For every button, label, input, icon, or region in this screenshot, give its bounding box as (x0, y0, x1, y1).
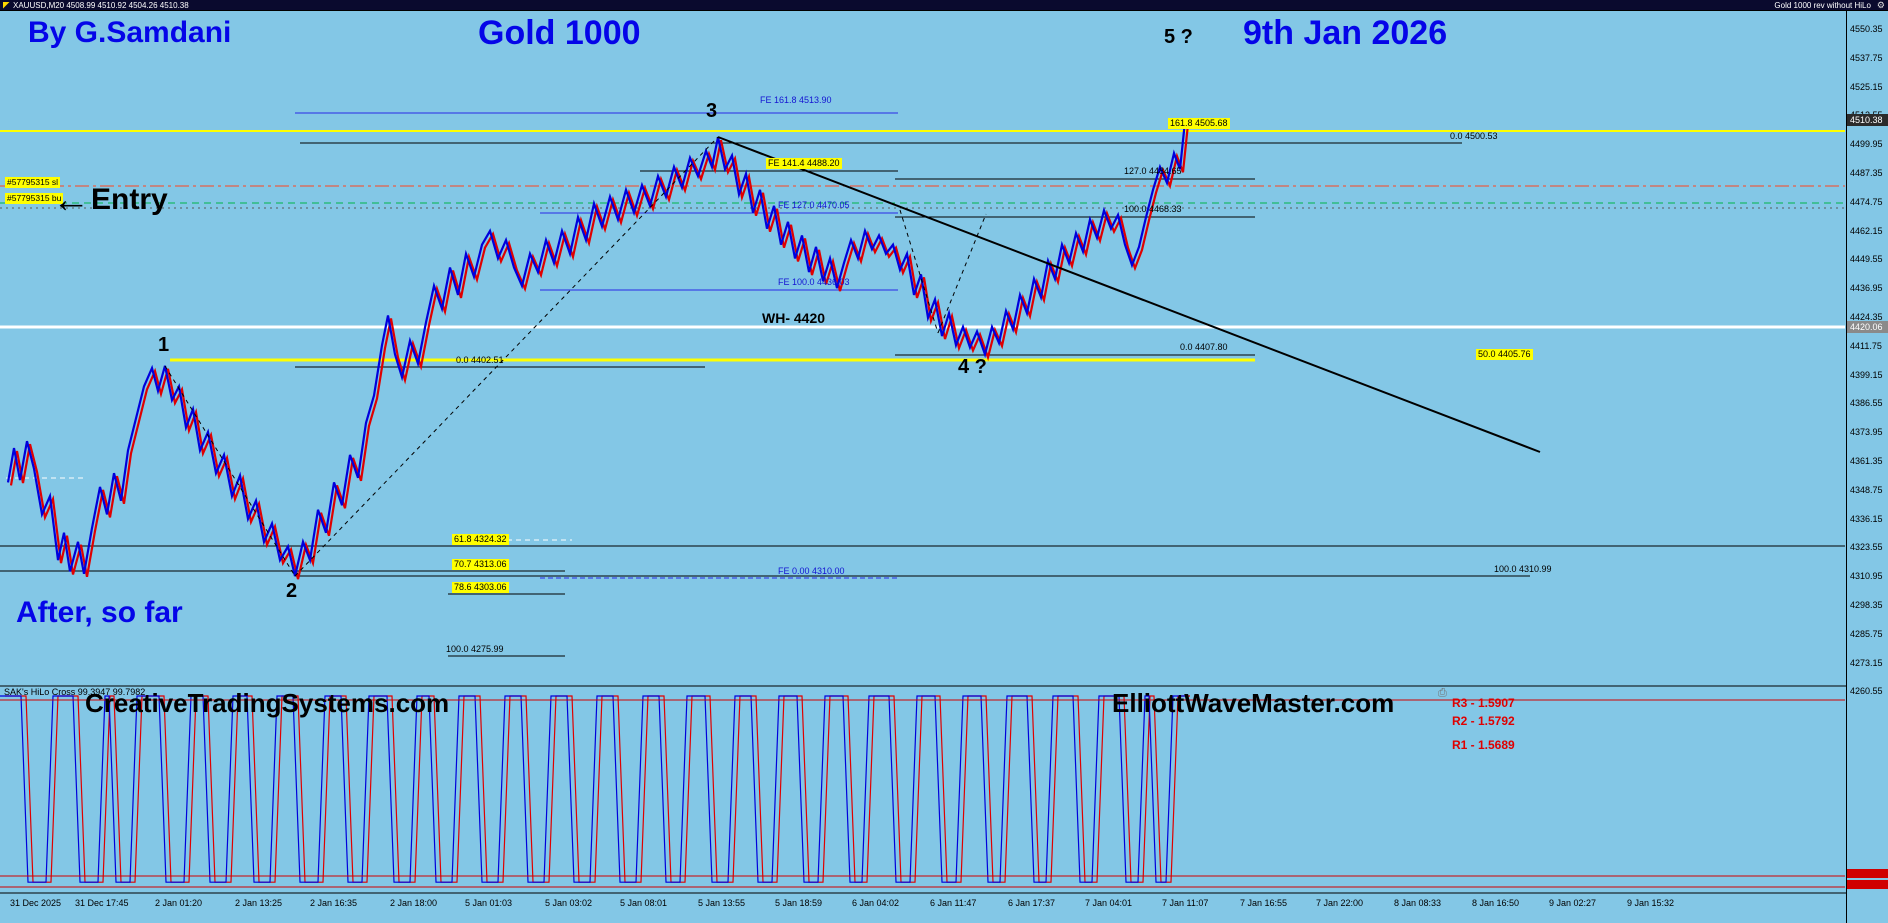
indicator-title: SAK's HiLo Cross 99.3947 99.7982 (4, 687, 146, 697)
after-so-far-label: After, so far (16, 596, 183, 629)
time-axis-label: 2 Jan 16:35 (310, 898, 358, 908)
time-axis-label: 5 Jan 03:02 (545, 898, 593, 908)
current-price-box: 4510.38 (1847, 114, 1888, 127)
price-scale-label: 4298.35 (1850, 600, 1883, 610)
time-axis-label: 7 Jan 11:07 (1162, 898, 1209, 908)
fib-label[interactable]: 161.8 4505.68 (1168, 118, 1230, 129)
time-axis-label: 9 Jan 02:27 (1549, 898, 1597, 908)
wave-label[interactable]: 3 (706, 100, 718, 122)
price-scale-label: 4310.95 (1850, 571, 1883, 582)
fib-label[interactable]: FE 141.4 4488.20 (766, 158, 842, 169)
fib-label[interactable]: 78.6 4303.06 (452, 582, 509, 593)
time-axis-label: 7 Jan 22:00 (1316, 898, 1364, 908)
pivot-label: R1 - 1.5689 (1452, 738, 1515, 752)
fib-label[interactable]: 127.0 4484.65 (1124, 166, 1182, 176)
level-price-box: 4420.06 (1847, 320, 1888, 333)
fib-label[interactable]: 61.8 4324.32 (452, 534, 509, 545)
price-scale-label: 4373.95 (1850, 427, 1883, 438)
symbol-ohlc-text: XAUUSD,M20 4508.99 4510.92 4504.26 4510.… (13, 0, 189, 10)
time-axis-label: 5 Jan 13:55 (698, 898, 746, 908)
price-scale-label: 4474.75 (1850, 196, 1883, 207)
fib-label[interactable]: 100.0 4275.99 (446, 644, 504, 654)
fib-label[interactable]: FE 127.0 4470.05 (778, 200, 850, 210)
time-axis-label: 9 Jan 15:32 (1627, 898, 1675, 908)
price-scale-label: 4449.55 (1850, 254, 1883, 265)
wave-label[interactable]: 4 ? (958, 356, 987, 378)
time-axis-label: 5 Jan 18:59 (775, 898, 823, 908)
price-scale-label: 4386.55 (1850, 398, 1883, 409)
price-scale-label: 4285.75 (1850, 628, 1883, 639)
time-axis-label: 2 Jan 18:00 (390, 898, 438, 908)
indicator-name-text: Gold 1000 rev without HiLo (1774, 0, 1871, 10)
time-axis[interactable]: 31 Dec 2025 31 Dec 17:45 2 Jan 01:20 2 Jan … (0, 894, 1846, 923)
fib-label[interactable]: FE 161.8 4513.90 (760, 95, 832, 105)
price-scale-label: 4499.95 (1850, 139, 1883, 150)
date-label: 9th Jan 2026 (1243, 14, 1448, 52)
weekly-high-label: WH- 4420 (762, 310, 826, 326)
indicator-level-box (1847, 869, 1888, 878)
time-axis-label: 8 Jan 08:33 (1394, 898, 1442, 908)
time-axis-label: 8 Jan 16:50 (1472, 898, 1520, 908)
price-scale-label: 4550.35 (1850, 24, 1883, 34)
printer-icon[interactable]: ⎙ (1438, 687, 1447, 699)
wave-label[interactable]: 2 (286, 580, 298, 602)
price-scale-label: 4348.75 (1850, 484, 1883, 495)
fib-label[interactable]: 0.0 4500.53 (1450, 131, 1498, 141)
author-label: By G.Samdani (28, 16, 232, 49)
chart-titlebar: XAUUSD,M20 4508.99 4510.92 4504.26 4510.… (0, 0, 1888, 11)
time-axis-label: 6 Jan 11:47 (930, 898, 977, 908)
entry-annotation: ← Entry (52, 179, 168, 221)
pivot-label: R3 - 1.5907 (1452, 696, 1515, 710)
price-scale-label: 4537.75 (1850, 52, 1883, 63)
pivot-label: R2 - 1.5792 (1452, 714, 1515, 728)
fib-label[interactable]: FE 100.0 4436.03 (778, 277, 850, 287)
fib-label[interactable]: FE 0.00 4310.00 (778, 566, 845, 576)
price-scale-label: 4361.35 (1850, 456, 1883, 466)
left-arrow-icon: ← (52, 179, 90, 221)
price-scale-label: 4525.15 (1850, 81, 1883, 92)
gear-icon[interactable]: ⚙ (1876, 0, 1885, 10)
time-axis-label: 31 Dec 2025 (10, 898, 62, 908)
fib-label[interactable]: 50.0 4405.76 (1476, 349, 1533, 360)
price-scale-label: 4399.15 (1850, 369, 1883, 380)
time-axis-label: 2 Jan 13:25 (235, 898, 283, 908)
chart-area[interactable] (0, 11, 1846, 893)
watermark-left: CreativeTradingSystems.com (85, 688, 450, 718)
time-axis-label: 7 Jan 16:55 (1240, 898, 1288, 908)
time-axis-label: 6 Jan 17:37 (1008, 898, 1056, 908)
entry-label: Entry (91, 183, 168, 216)
indicator-level-box (1847, 880, 1888, 889)
price-scale-label: 4462.15 (1850, 225, 1883, 236)
price-scale-label: 4273.15 (1850, 657, 1883, 668)
time-axis-label: 7 Jan 04:01 (1085, 898, 1133, 908)
time-axis-label: 31 Dec 17:45 (75, 898, 129, 908)
price-scale-label: 4424.35 (1850, 312, 1883, 322)
page-title: Gold 1000 (478, 14, 641, 52)
wave-label[interactable]: 1 (158, 334, 170, 356)
fib-label[interactable]: 0.0 4407.80 (1180, 342, 1228, 352)
price-scale[interactable]: 4550.354537.754525.154512.554499.954487.… (1846, 11, 1888, 923)
price-scale-label: 4487.35 (1850, 168, 1883, 178)
watermark-right: ElliottWaveMaster.com (1112, 688, 1395, 718)
fib-label[interactable]: 70.7 4313.06 (452, 559, 509, 570)
price-scale-label: 4323.55 (1850, 542, 1883, 553)
time-axis-label: 2 Jan 01:20 (155, 898, 203, 908)
time-axis-label: 6 Jan 04:02 (852, 898, 900, 908)
wave-label[interactable]: 5 ? (1164, 26, 1193, 48)
price-scale-label: 4260.55 (1850, 686, 1883, 697)
time-axis-label: 5 Jan 08:01 (620, 898, 668, 908)
price-scale-label: 4336.15 (1850, 513, 1883, 524)
fib-label[interactable]: 100.0 4468.33 (1124, 204, 1182, 214)
fib-label[interactable]: 0.0 4402.51 (456, 355, 504, 365)
time-axis-label: 5 Jan 01:03 (465, 898, 513, 908)
chart-symbol-icon (3, 1, 10, 9)
fib-label[interactable]: 100.0 4310.99 (1494, 564, 1552, 574)
price-scale-label: 4411.75 (1850, 340, 1882, 351)
price-scale-label: 4436.95 (1850, 283, 1883, 294)
